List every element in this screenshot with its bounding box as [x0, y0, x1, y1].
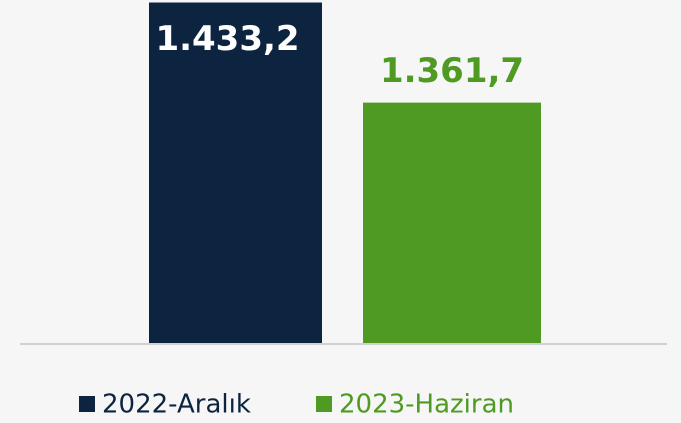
bar: [149, 2, 322, 344]
value-label: 1.433,2: [155, 19, 299, 59]
legend-swatch: [79, 396, 95, 412]
legend-label: 2022-Aralık: [102, 390, 251, 420]
legend-swatch: [316, 396, 332, 412]
value-label: 1.361,7: [380, 51, 524, 91]
legend-label: 2023-Haziran: [339, 390, 514, 420]
bar: [363, 102, 541, 344]
